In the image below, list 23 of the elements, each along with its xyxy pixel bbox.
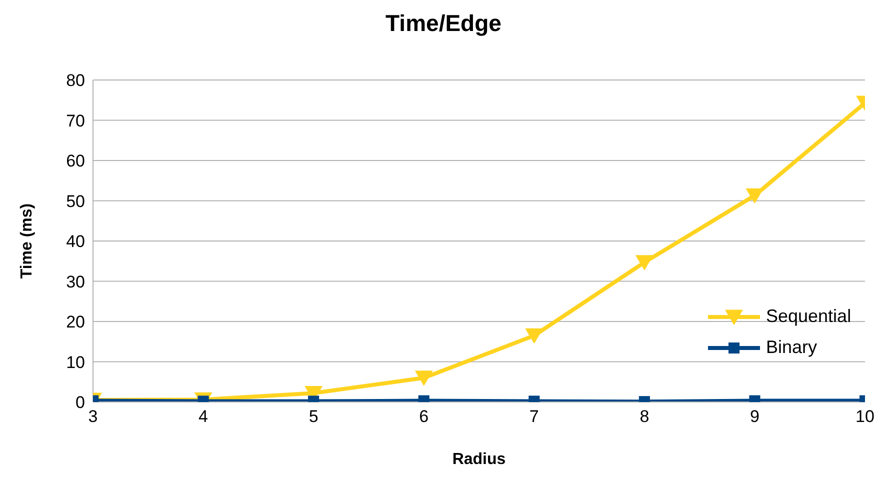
x-tick-label: 10 [856,407,874,426]
y-tick-label: 0 [76,393,85,412]
y-tick-label: 60 [66,152,85,171]
x-tick-label: 3 [88,407,98,426]
y-tick-label: 20 [66,312,85,332]
y-axis-title: Time (ms) [18,203,36,279]
y-tick-label: 80 [66,71,85,90]
y-tick-label: 50 [66,192,85,211]
chart-title: Time/Edge [384,9,502,38]
x-axis-title: Radius [452,451,506,468]
x-tick-label: 6 [419,407,429,426]
x-tick-label: 8 [640,407,650,426]
legend-label: Binary [766,337,818,358]
y-tick-label: 40 [66,232,85,252]
y-tick-label: 10 [66,352,85,372]
y-tick-label: 30 [66,272,85,292]
x-tick-label: 9 [750,407,760,426]
legend-label: Sequential [766,306,852,327]
x-tick-label: 4 [198,407,208,426]
x-tick-label: 5 [308,407,318,426]
y-tick-label: 70 [66,111,85,130]
x-tick-label: 7 [529,407,539,426]
point [635,255,654,270]
